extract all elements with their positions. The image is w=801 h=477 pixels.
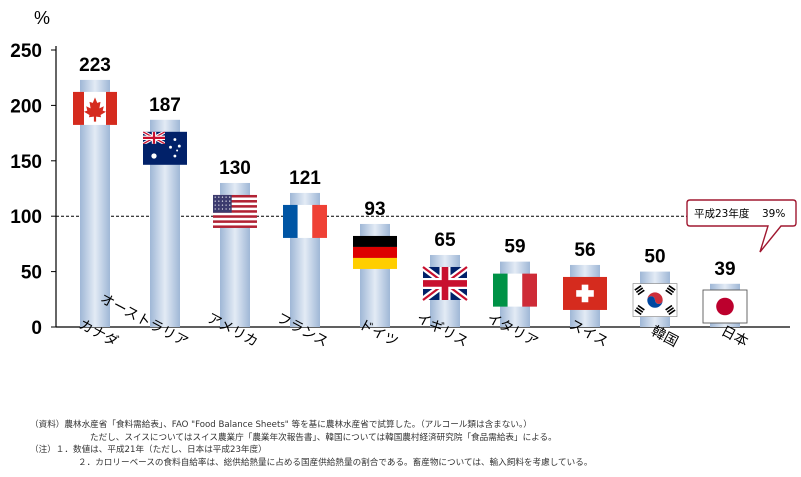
switzerland-flag-icon bbox=[563, 276, 607, 310]
value-label-6: 59 bbox=[504, 237, 525, 258]
australia-flag-icon bbox=[143, 131, 187, 165]
value-label-3: 121 bbox=[289, 168, 321, 189]
value-label-1: 187 bbox=[149, 95, 181, 116]
value-label-8: 50 bbox=[644, 247, 665, 268]
value-label-4: 93 bbox=[364, 199, 385, 220]
italy-flag-icon bbox=[493, 273, 537, 307]
y-tick-label: 250 bbox=[10, 41, 42, 62]
value-label-7: 56 bbox=[574, 240, 595, 261]
value-label-9: 39 bbox=[714, 259, 735, 280]
uk-flag-icon bbox=[421, 264, 469, 303]
japan-flag-icon bbox=[702, 289, 748, 324]
usa-flag-icon bbox=[213, 194, 257, 228]
callout-label: 平成23年度 bbox=[694, 207, 750, 220]
germany-flag-icon bbox=[353, 235, 397, 269]
value-label-5: 65 bbox=[434, 230, 456, 251]
note-line: ２．カロリーベースの食料自給率は、総供給熱量に占める国産供給熱量の割合である。畜… bbox=[78, 457, 593, 468]
y-tick-label: 50 bbox=[21, 263, 42, 284]
france-flag-icon bbox=[283, 204, 327, 238]
note-line: （注）１．数値は、平成21年（ただし、日本は平成23年度） bbox=[30, 445, 267, 455]
y-tick-label: 0 bbox=[31, 318, 42, 339]
y-tick-label: 100 bbox=[10, 207, 42, 228]
callout-value: 39% bbox=[762, 208, 785, 220]
value-label-0: 223 bbox=[79, 55, 111, 76]
y-tick-label: 200 bbox=[10, 96, 42, 117]
note-line: ただし、スイスについてはスイス農業庁「農業年次報告書」、韓国については韓国農村経… bbox=[90, 432, 557, 443]
y-tick-label: 150 bbox=[10, 152, 42, 173]
note-line: （資料）農林水産省「食料需給表」、FAO "Food Balance Sheet… bbox=[30, 420, 532, 430]
callout-bubble bbox=[686, 199, 797, 253]
canada-flag-icon bbox=[73, 91, 117, 125]
y-axis-unit: % bbox=[34, 8, 50, 28]
value-label-2: 130 bbox=[219, 158, 251, 179]
korea-flag-icon bbox=[632, 283, 678, 317]
source-notes: （資料）農林水産省「食料需給表」、FAO "Food Balance Sheet… bbox=[30, 419, 790, 469]
japan-callout: 平成23年度 39% bbox=[686, 199, 797, 253]
